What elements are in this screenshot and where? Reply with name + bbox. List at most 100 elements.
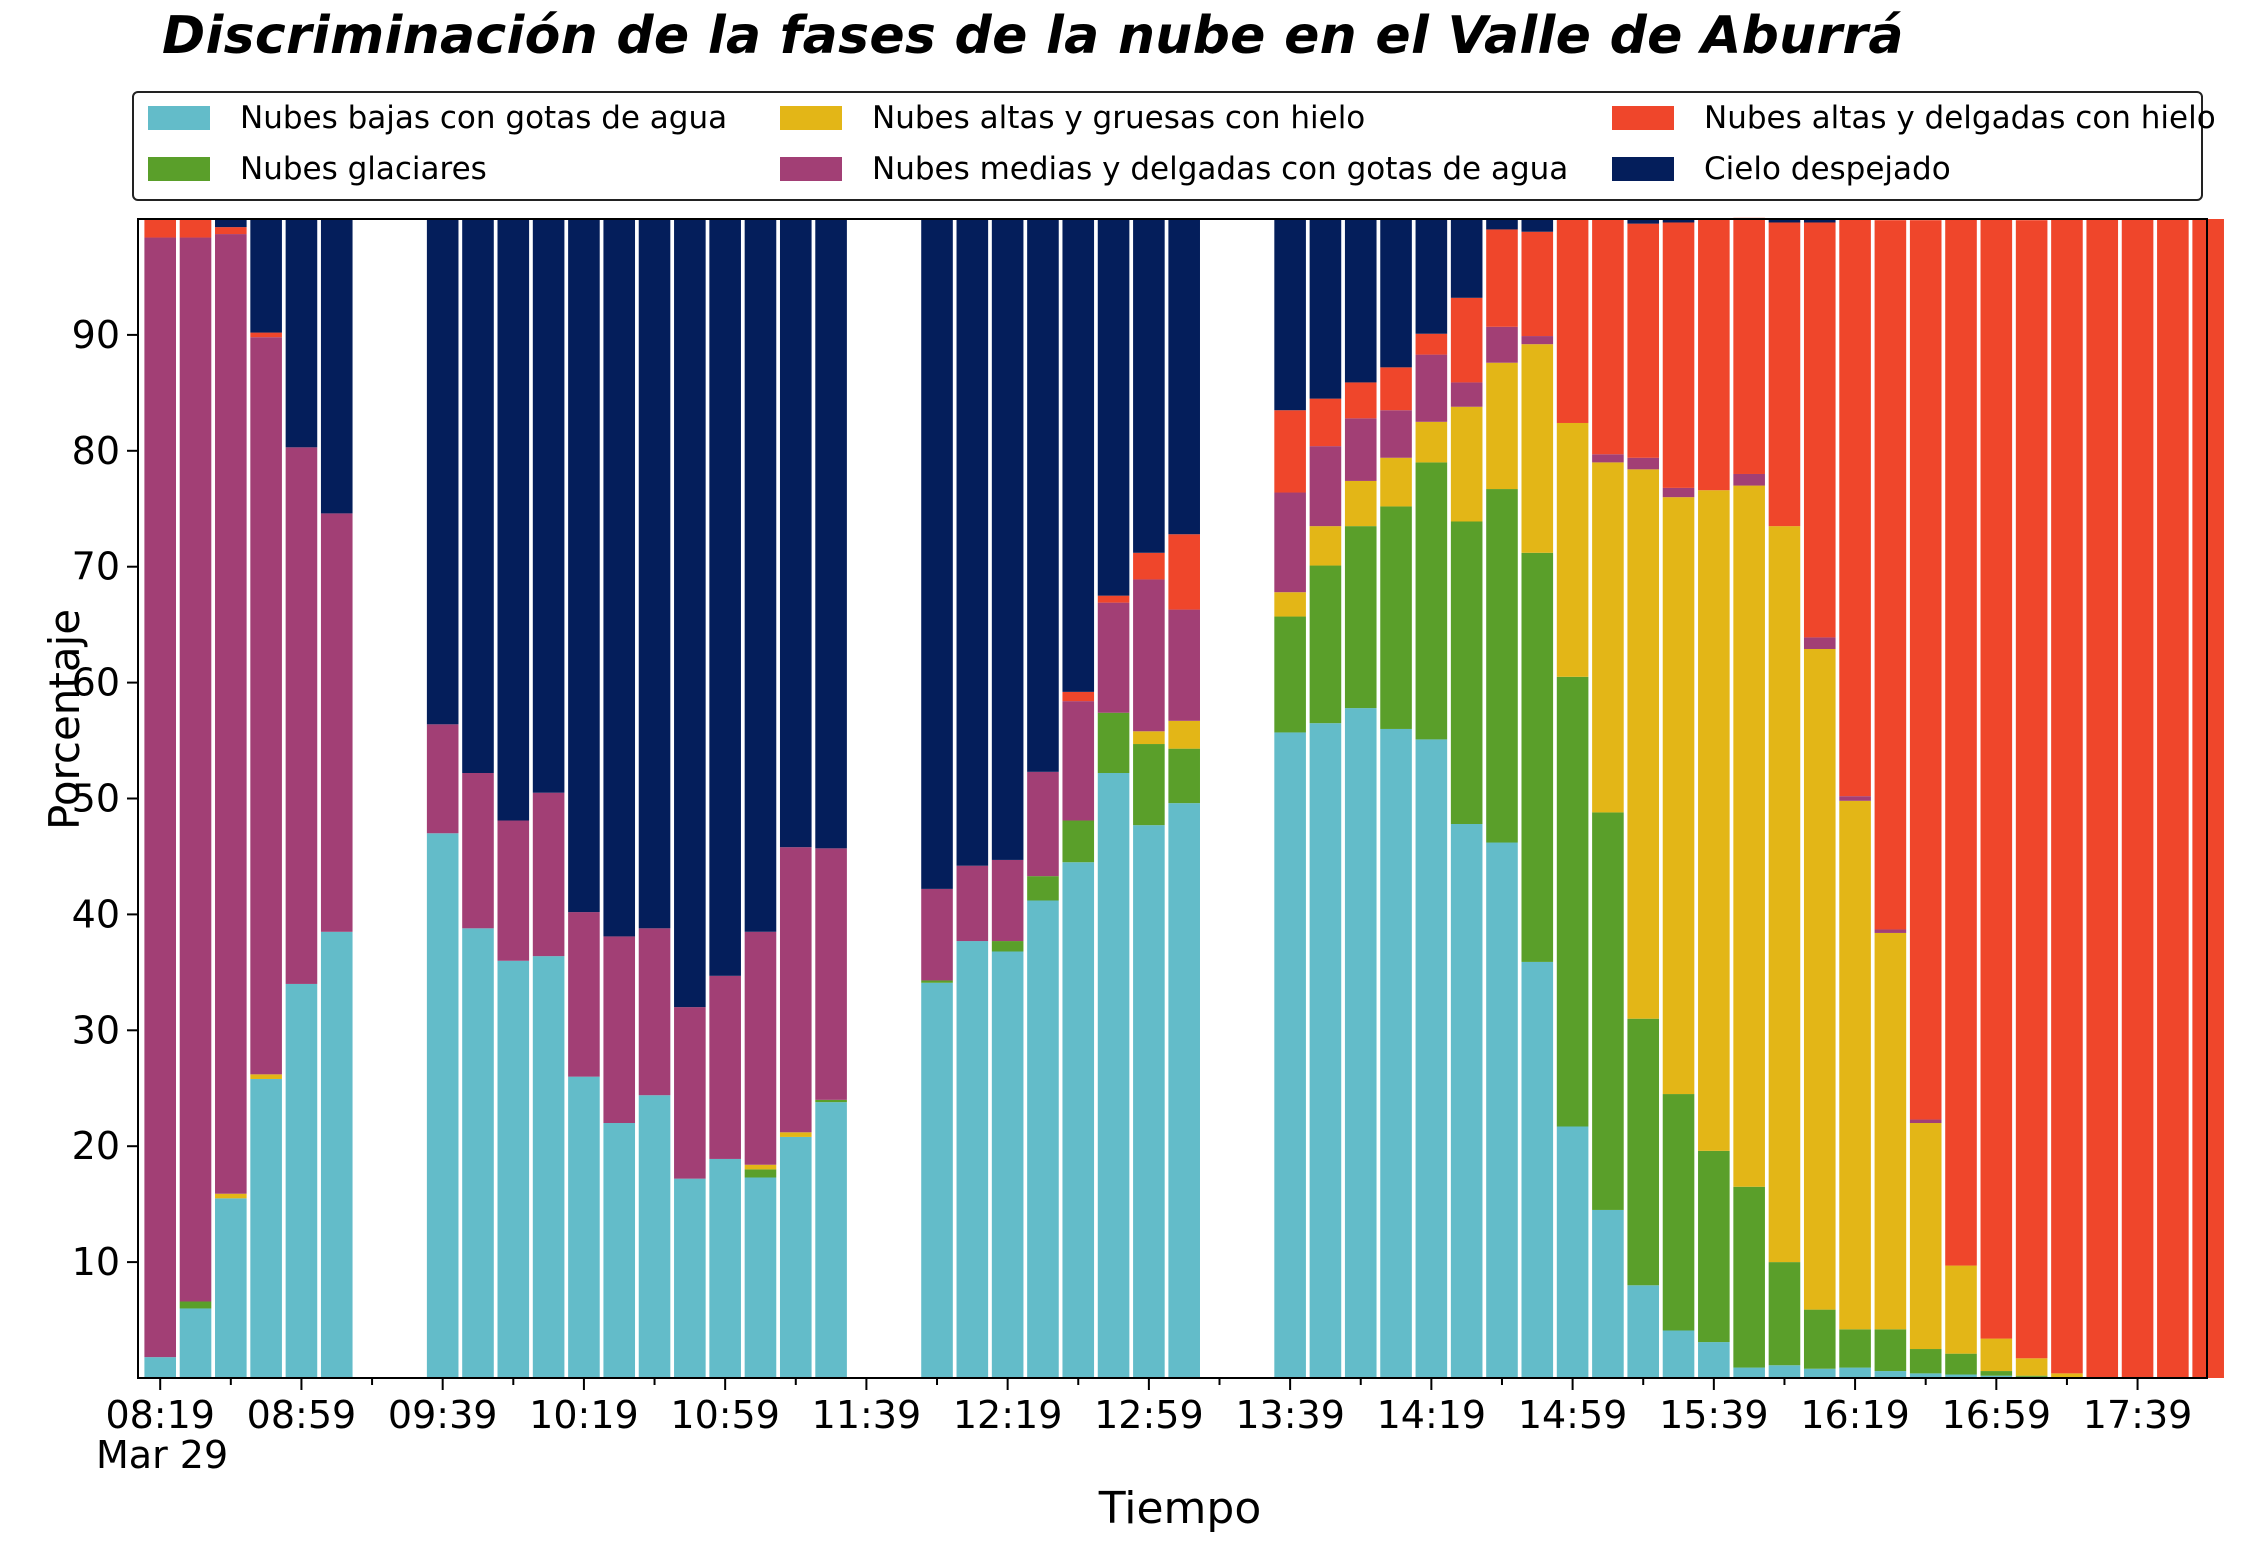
- bar-segment: [1274, 732, 1306, 1378]
- bar-segment: [179, 219, 212, 238]
- bar-segment: [2015, 220, 2048, 1359]
- bar-segment: [497, 820, 530, 961]
- bar-segment: [638, 1095, 671, 1378]
- bar-segment: [1839, 1367, 1871, 1378]
- legend-label: Nubes bajas con gotas de agua: [240, 100, 728, 136]
- bar-segment: [2051, 219, 2083, 1374]
- bar-segment: [1168, 609, 1200, 721]
- bar-segment: [1592, 454, 1624, 463]
- bar-segment: [1344, 382, 1377, 419]
- bar-segment: [144, 219, 176, 238]
- bar-segment: [1486, 842, 1518, 1378]
- bar-segment: [532, 956, 565, 1378]
- bar-segment: [1698, 490, 1730, 1151]
- bar-segment: [1803, 648, 1836, 1310]
- bar-segment: [1486, 219, 1518, 230]
- bar-segment: [1415, 333, 1448, 355]
- y-tick-label: 40: [72, 892, 120, 936]
- bar-segment: [1486, 362, 1518, 490]
- bar-segment: [1980, 219, 2013, 1339]
- bar-segment: [921, 888, 953, 981]
- y-tick-label: 10: [72, 1240, 120, 1284]
- bar-segment: [1450, 824, 1483, 1378]
- bar-segment: [1309, 565, 1342, 724]
- bar-segment: [1803, 219, 1836, 223]
- bar-segment: [674, 1007, 706, 1179]
- y-axis-label: Porcentaje: [40, 608, 89, 830]
- x-tick-label: 15:39: [1659, 1393, 1769, 1437]
- bar-segment: [462, 219, 494, 773]
- bar-segment: [1027, 219, 1059, 772]
- bar-segment: [250, 1074, 282, 1079]
- bar-segment: [2157, 219, 2189, 1378]
- bar-segment: [2015, 1375, 2048, 1377]
- bar-segment: [1803, 222, 1836, 638]
- y-tick-label: 60: [72, 661, 120, 705]
- bar-segment: [1062, 691, 1095, 702]
- bar-segment: [1133, 731, 1165, 745]
- bar-segment: [638, 928, 671, 1096]
- bar-segment: [215, 234, 247, 1194]
- x-tick-label: 17:39: [2083, 1393, 2193, 1437]
- bar-segment: [1768, 526, 1801, 1263]
- bar-segment: [532, 792, 565, 957]
- bar-segment: [1698, 219, 1730, 491]
- bar-segment: [1450, 521, 1483, 824]
- bar-segment: [462, 928, 494, 1378]
- x-tick-label: 10:19: [529, 1393, 639, 1437]
- x-tick-label: 12:19: [953, 1393, 1063, 1437]
- bar-segment: [1874, 1371, 1907, 1378]
- bar-segment: [1097, 595, 1130, 603]
- bar-segment: [462, 773, 494, 929]
- bar-segment: [1733, 1186, 1765, 1368]
- x-tick-label: 12:59: [1094, 1393, 1204, 1437]
- legend-label: Nubes altas y gruesas con hielo: [872, 100, 1366, 136]
- bar-segment: [1874, 220, 1907, 930]
- bar-segment: [144, 237, 176, 1358]
- bar-segment: [497, 219, 530, 821]
- bar-segment: [744, 1169, 777, 1178]
- legend-item: Nubes medias y delgadas con gotas de agu…: [780, 149, 1568, 189]
- bar-segment: [956, 219, 989, 866]
- x-tick-label: 08:59: [247, 1393, 357, 1437]
- bar-segment: [1839, 796, 1871, 801]
- bar-segment: [1733, 1367, 1765, 1378]
- bar-segment: [956, 865, 989, 942]
- bar-segment: [285, 983, 318, 1378]
- bar-segment: [215, 1193, 247, 1199]
- bar-segment: [1980, 1338, 2013, 1372]
- bar-segment: [1556, 676, 1589, 1127]
- bar-segment: [250, 219, 282, 333]
- bar-segment: [1415, 354, 1448, 422]
- bar-segment: [568, 912, 600, 1077]
- bar-segment: [779, 847, 812, 1133]
- bar-segment: [991, 951, 1024, 1378]
- bar-segment: [1839, 1329, 1871, 1368]
- y-tick-label: 90: [72, 313, 120, 357]
- bar-segment: [1627, 469, 1660, 1019]
- bar-segment: [1733, 485, 1765, 1187]
- bar-segment: [179, 237, 212, 1302]
- bar-segment: [1133, 744, 1165, 826]
- bar-segment: [1627, 457, 1660, 470]
- legend-item: Cielo despejado: [1612, 149, 1951, 189]
- bar-segment: [1698, 1342, 1730, 1378]
- bar-segment: [1168, 219, 1200, 535]
- bar-segment: [603, 936, 636, 1124]
- bar-segment: [1133, 579, 1165, 732]
- bar-segment: [1662, 497, 1695, 1095]
- bar-segment: [1380, 728, 1412, 1378]
- bar-segment: [1521, 961, 1554, 1378]
- bar-segment: [1274, 492, 1306, 593]
- bar-segment: [1168, 748, 1200, 804]
- bar-segment: [1380, 457, 1412, 507]
- bar-segment: [1344, 708, 1377, 1378]
- bar-segment: [1274, 616, 1306, 733]
- bar-segment: [1380, 367, 1412, 411]
- bar-segment: [1168, 720, 1200, 749]
- bar-segment: [1627, 223, 1660, 458]
- legend-label: Nubes glaciares: [240, 151, 487, 187]
- bar-segment: [2192, 219, 2224, 1378]
- bar-segment: [991, 859, 1024, 942]
- bar-segment: [1874, 929, 1907, 933]
